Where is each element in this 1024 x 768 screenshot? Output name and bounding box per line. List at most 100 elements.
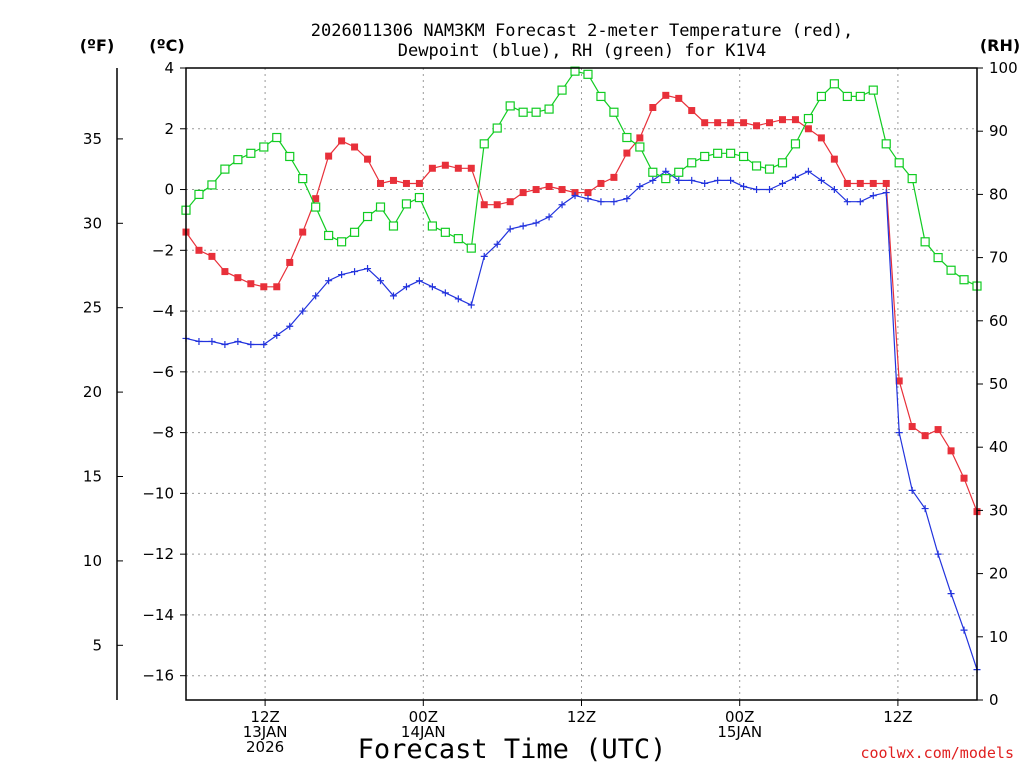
rh-point <box>479 139 489 149</box>
dewpoint-point <box>480 252 488 260</box>
celsius-tick-label: −16 <box>142 667 174 685</box>
chart-title-line2: Dewpoint (blue), RH (green) for K1V4 <box>398 41 766 61</box>
rh-point <box>233 155 243 165</box>
temperature-point <box>895 377 903 385</box>
dewpoint-point <box>856 198 864 206</box>
dewpoint-point <box>882 189 890 197</box>
x-tick-label: 14JAN <box>401 723 446 741</box>
rh-point <box>751 161 762 171</box>
dewpoint-point <box>934 550 942 558</box>
rh-tick-label: 30 <box>989 501 1008 519</box>
rh-point <box>894 158 904 168</box>
rh-point <box>466 243 476 253</box>
temperature-point <box>597 179 605 187</box>
dewpoint-line <box>185 170 978 670</box>
temperature-point <box>377 179 385 187</box>
dewpoint-point <box>286 322 294 330</box>
plot-frame <box>185 67 978 701</box>
y-axis-ticks: 420−2−4−6−8−10−12−14−1635302520151051009… <box>83 59 1018 709</box>
x-tick-label: 2026 <box>246 738 284 756</box>
dewpoint-point <box>208 337 216 345</box>
dewpoint-point <box>623 195 631 203</box>
rh-point <box>220 164 230 174</box>
fahrenheit-tick-label: 20 <box>83 383 102 401</box>
series-layer <box>181 66 982 674</box>
dewpoint-point <box>454 295 462 303</box>
rh-tick-label: 20 <box>989 565 1008 583</box>
dewpoint-point <box>727 176 735 184</box>
x-tick-label: 12Z <box>250 708 279 726</box>
temperature-point <box>260 283 268 291</box>
temperature-point <box>364 155 372 163</box>
x-tick-label: 12Z <box>883 708 912 726</box>
temperature-point <box>221 268 229 276</box>
dewpoint-point <box>195 337 203 345</box>
temperature-point <box>830 155 838 163</box>
rh-point <box>648 167 658 177</box>
dewpoint-point <box>493 240 501 248</box>
rh-point <box>414 192 425 203</box>
rh-point <box>531 107 541 117</box>
dewpoint-point <box>649 176 657 184</box>
rh-point <box>194 189 204 199</box>
dewpoint-point <box>908 486 916 494</box>
temperature-point <box>273 283 281 291</box>
dewpoint-point <box>597 198 605 206</box>
temperature-point <box>506 198 514 206</box>
celsius-tick-label: −10 <box>142 484 174 502</box>
temperature-point <box>286 258 294 266</box>
temperature-point <box>817 134 825 142</box>
fahrenheit-tick-label: 5 <box>92 636 102 654</box>
rh-point <box>453 234 463 244</box>
rh-point <box>907 174 917 184</box>
dewpoint-point <box>338 271 346 279</box>
temperature-point <box>727 119 735 127</box>
rh-point <box>687 158 697 168</box>
celsius-tick-label: 4 <box>164 59 174 77</box>
rh-point <box>842 91 852 102</box>
dewpoint-point <box>428 283 436 291</box>
rh-point <box>946 265 956 275</box>
dewpoint-point <box>558 201 566 209</box>
dewpoint-point <box>584 195 592 203</box>
celsius-tick-label: 2 <box>164 120 174 138</box>
celsius-tick-label: −14 <box>142 606 174 624</box>
x-axis-label: Forecast Time (UTC) <box>358 734 667 765</box>
temperature-point <box>519 189 527 197</box>
rh-point <box>440 227 450 237</box>
temperature-point <box>675 94 683 102</box>
rh-point <box>933 253 943 263</box>
temperature-point <box>247 280 255 288</box>
rh-point <box>427 221 437 231</box>
dewpoint-point <box>532 219 540 227</box>
rh-point <box>324 230 334 241</box>
rh-point <box>609 107 619 117</box>
rh-point <box>661 174 671 184</box>
dewpoint-point <box>701 179 709 187</box>
temperature-point <box>869 179 877 187</box>
dewpoint-point <box>545 213 553 221</box>
rh-unit-label: (RH) <box>980 36 1020 55</box>
temperature-point <box>882 179 890 187</box>
rh-point <box>855 91 865 102</box>
temperature-point <box>195 246 203 254</box>
x-tick-label: 00Z <box>725 708 754 726</box>
temperature-point <box>740 119 748 127</box>
rh-point <box>272 132 282 143</box>
dewpoint-point <box>221 341 229 348</box>
temperature-point <box>312 195 320 203</box>
dewpoint-point <box>740 183 748 190</box>
rh-tick-label: 80 <box>989 185 1008 203</box>
dewpoint-point <box>662 167 670 175</box>
rh-point <box>518 107 528 117</box>
temperature-point <box>934 426 942 434</box>
rh-point <box>868 85 878 95</box>
temperature-point <box>415 179 423 187</box>
dewpoint-point <box>843 198 851 206</box>
dewpoint-point <box>895 429 903 437</box>
rh-tick-label: 100 <box>989 59 1018 77</box>
dewpoint-point <box>869 192 877 200</box>
dewpoint-point <box>778 179 786 187</box>
